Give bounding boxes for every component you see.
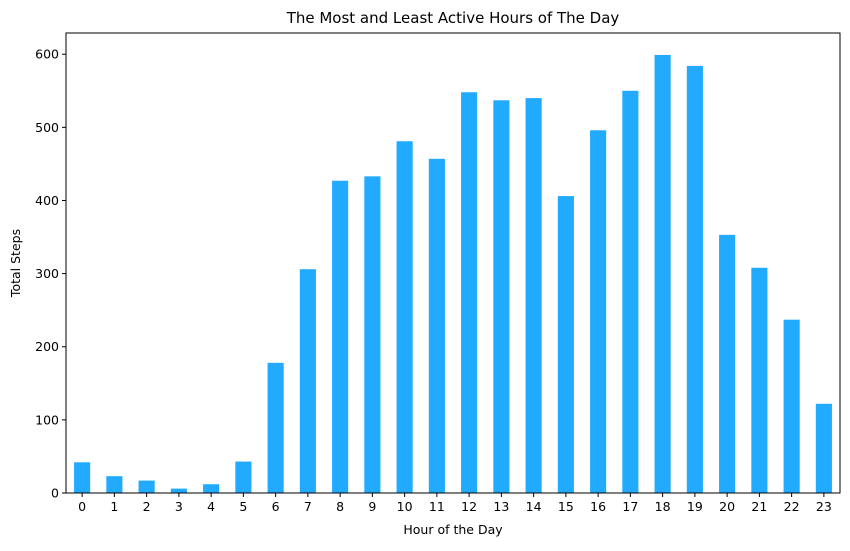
x-tick-label: 17 (622, 499, 638, 514)
bar-hour-18 (654, 54, 671, 494)
x-tick-label: 0 (78, 499, 86, 514)
bar-hour-20 (719, 234, 736, 494)
bar-hour-2 (138, 480, 155, 493)
bar-hour-14 (525, 98, 542, 494)
plot-frame (65, 32, 841, 494)
x-tick-label: 10 (397, 499, 413, 514)
y-tick-label: 300 (35, 266, 59, 281)
bar-hour-13 (493, 100, 510, 493)
bar-hour-5 (235, 461, 252, 493)
bar-hour-10 (396, 141, 413, 493)
bar-hour-21 (751, 267, 768, 493)
bar-hour-15 (557, 196, 574, 493)
x-tick-label: 12 (461, 499, 477, 514)
x-tick-label: 7 (304, 499, 312, 514)
bar-hour-1 (106, 476, 123, 493)
bar-hour-12 (461, 92, 478, 494)
bar-hour-16 (590, 130, 607, 493)
bar-hour-4 (203, 484, 220, 493)
x-axis-label: Hour of the Day (403, 522, 503, 537)
bar-hour-22 (783, 319, 800, 493)
x-tick-label: 13 (493, 499, 509, 514)
bar-hour-17 (622, 90, 639, 494)
x-tick-label: 5 (239, 499, 247, 514)
x-axis: 0 1 2 3 4 5 6 7 8 9 10 11 12 13 14 15 16 17 18 19 20 21 22 23 (78, 493, 832, 514)
bar-hour-19 (686, 65, 703, 494)
x-tick-label: 9 (368, 499, 376, 514)
x-tick-label: 11 (429, 499, 445, 514)
x-tick-label: 23 (816, 499, 832, 514)
y-tick-label: 500 (35, 120, 59, 135)
y-tick-label: 100 (35, 412, 59, 427)
y-axis-label: Total Steps (8, 229, 23, 298)
x-tick-label: 18 (655, 499, 671, 514)
x-tick-label: 21 (751, 499, 767, 514)
bars-group (74, 54, 832, 494)
x-tick-label: 20 (719, 499, 735, 514)
bar-hour-9 (364, 176, 381, 494)
x-tick-label: 19 (687, 499, 703, 514)
y-tick-label: 400 (35, 193, 59, 208)
bar-hour-23 (815, 403, 832, 493)
x-tick-label: 8 (336, 499, 344, 514)
y-tick-label: 200 (35, 339, 59, 354)
y-axis: 0 100 200 300 400 500 600 (35, 47, 66, 501)
y-tick-label: 600 (35, 47, 59, 62)
y-tick-label: 0 (51, 486, 59, 501)
x-tick-label: 2 (143, 499, 151, 514)
x-tick-label: 16 (590, 499, 606, 514)
x-tick-label: 6 (272, 499, 280, 514)
bar-hour-6 (267, 362, 284, 493)
x-tick-label: 1 (110, 499, 118, 514)
x-tick-label: 14 (526, 499, 542, 514)
x-tick-label: 22 (784, 499, 800, 514)
bar-hour-3 (170, 488, 187, 493)
bar-hour-8 (332, 180, 349, 493)
x-tick-label: 4 (207, 499, 215, 514)
bar-hour-7 (299, 269, 316, 493)
bar-hour-11 (428, 158, 445, 493)
x-tick-label: 3 (175, 499, 183, 514)
x-tick-label: 15 (558, 499, 574, 514)
chart-title: The Most and Least Active Hours of The D… (286, 9, 620, 27)
bar-hour-0 (74, 462, 91, 493)
